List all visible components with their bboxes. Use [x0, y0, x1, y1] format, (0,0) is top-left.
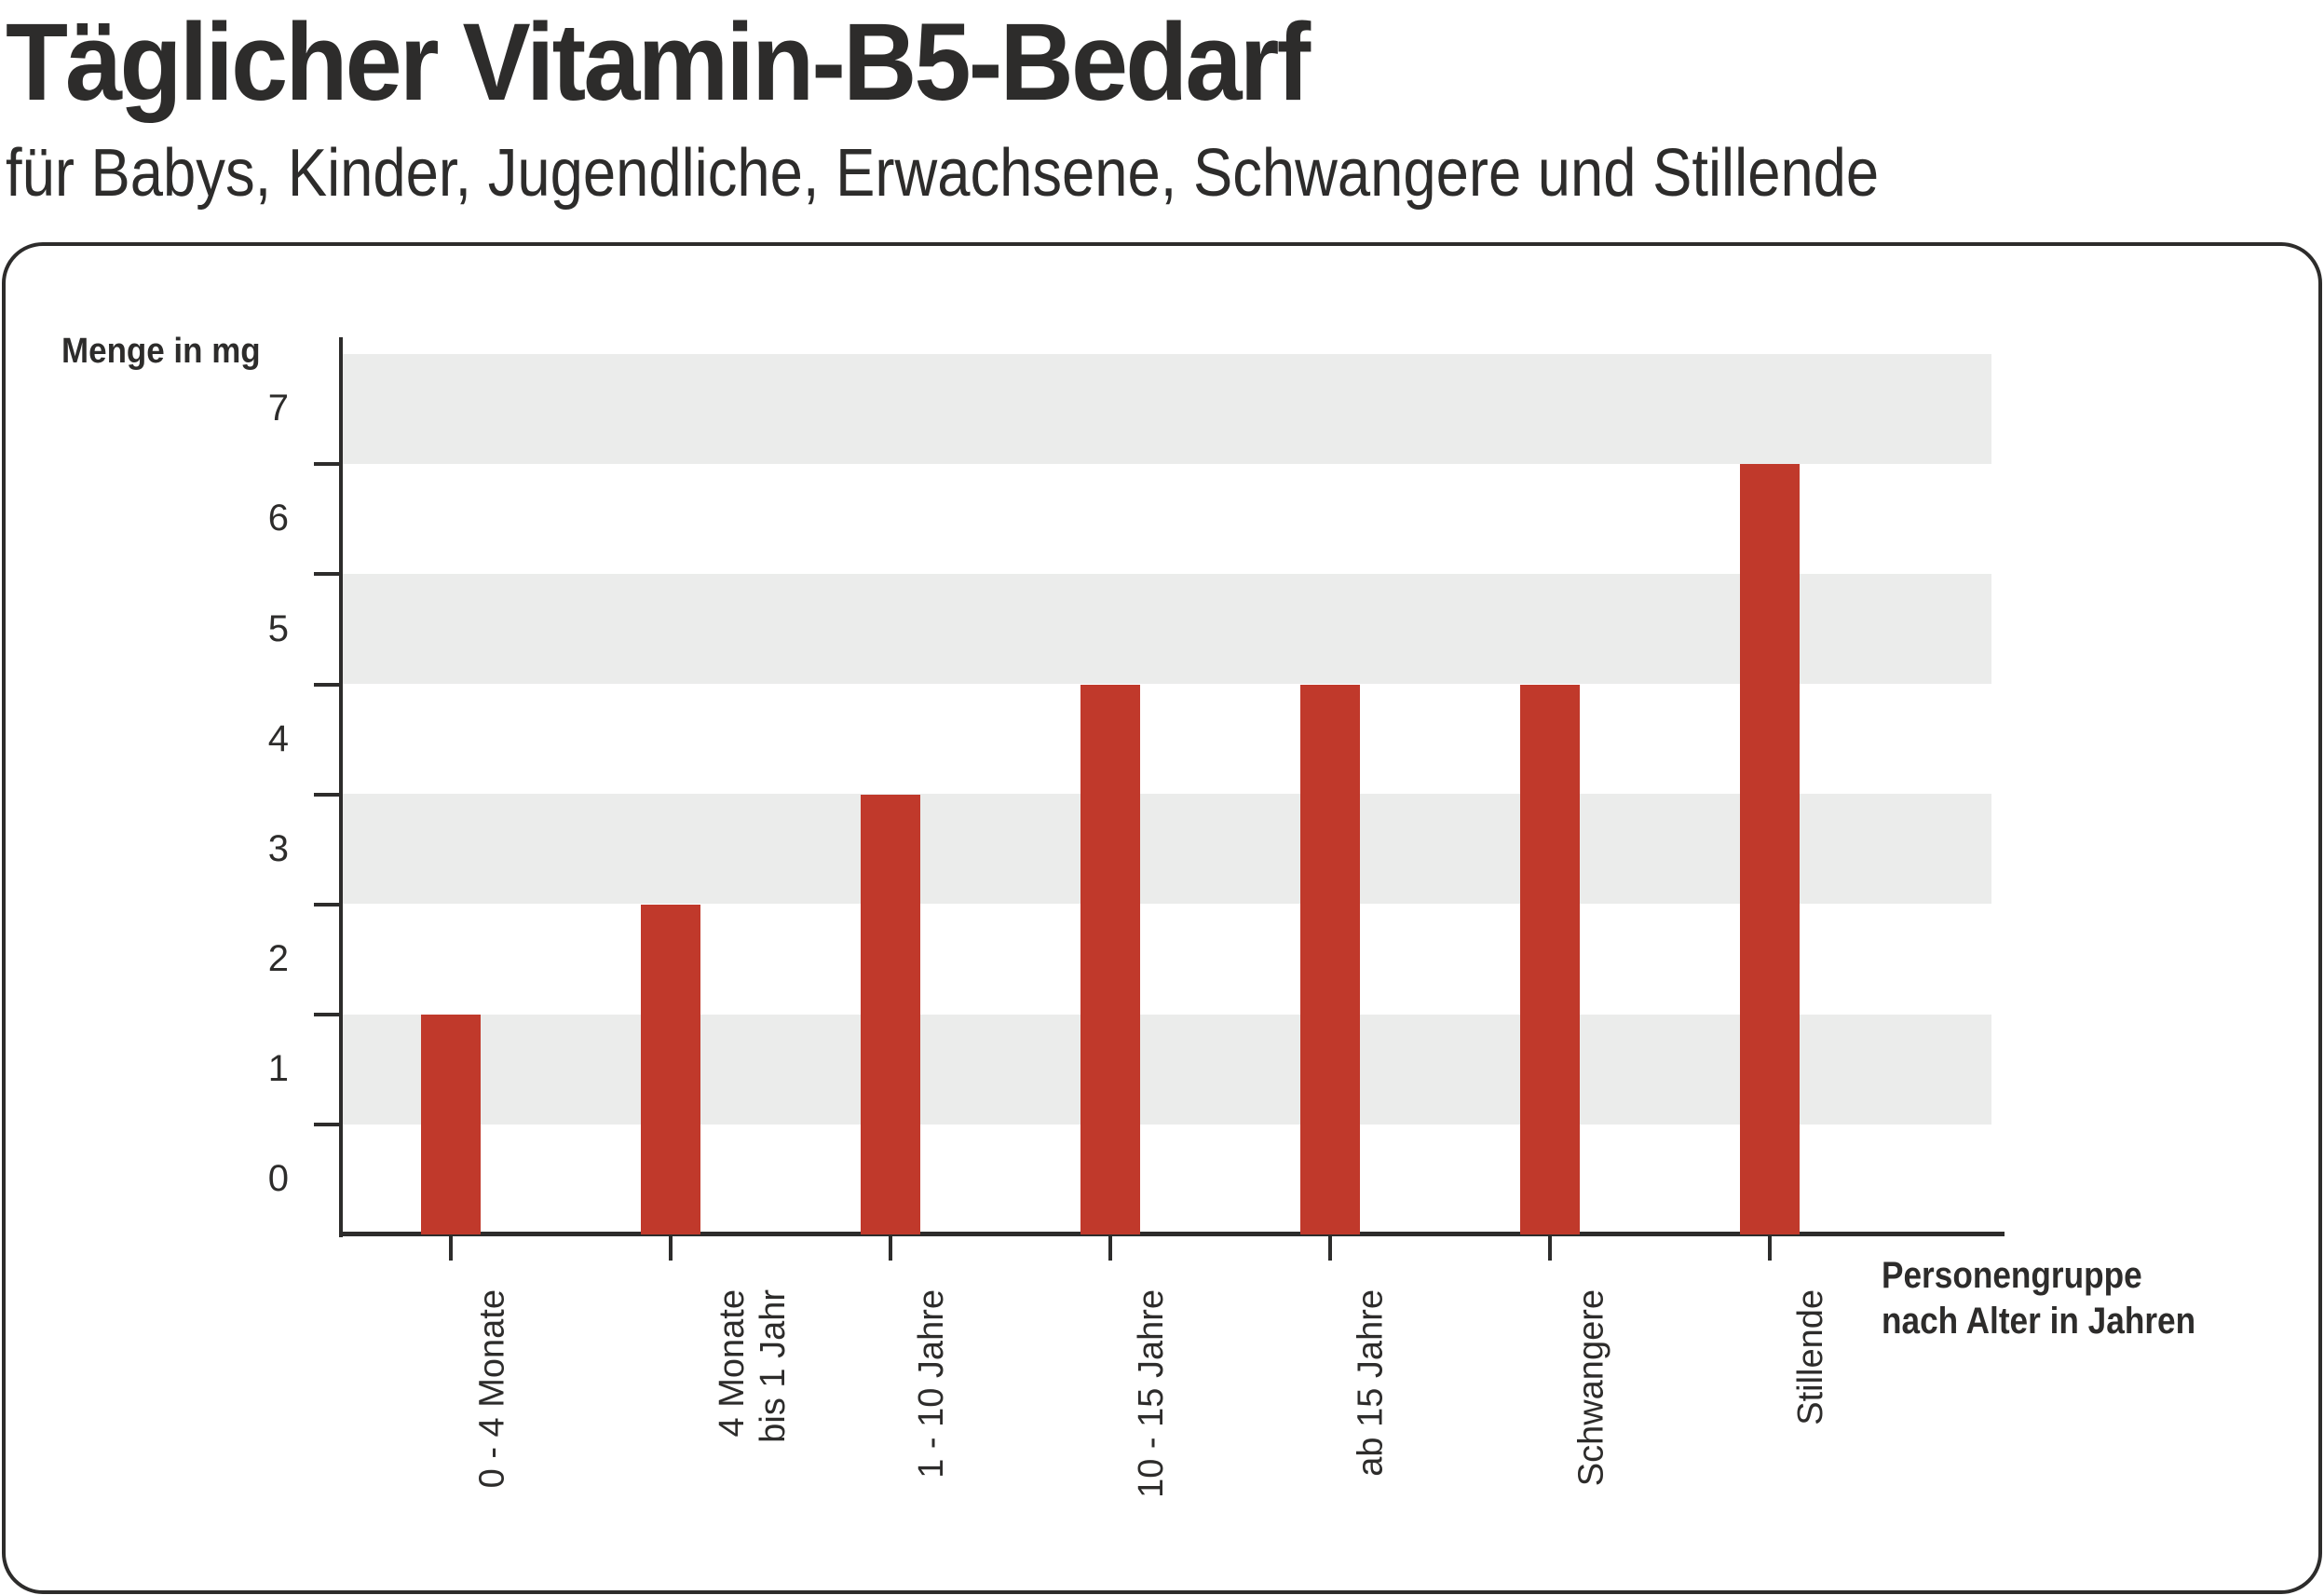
y-axis-label: Menge in mg: [61, 332, 261, 371]
y-tick: [314, 902, 341, 907]
y-tick-label: 2: [267, 937, 289, 979]
x-category-text: 0 - 4 Monate: [472, 1289, 511, 1489]
chart-subtitle: für Babys, Kinder, Jugendliche, Erwachse…: [6, 136, 1880, 211]
x-axis-label-line1: Personengruppe: [1882, 1255, 2142, 1296]
x-category-text: 4 Monate bis 1 Jahr: [713, 1289, 793, 1443]
x-tick: [889, 1234, 892, 1261]
y-tick-label: 1: [267, 1047, 289, 1089]
bar: [1520, 684, 1580, 1234]
x-axis-label-line2: nach Alter in Jahren: [1882, 1301, 2196, 1342]
y-tick-label: 6: [267, 498, 289, 539]
grid-band: [343, 1015, 1991, 1125]
x-category-text: Schwangere: [1571, 1289, 1610, 1487]
bar: [1300, 684, 1360, 1234]
x-category-text: ab 15 Jahre: [1352, 1289, 1391, 1477]
chart-title: Täglicher Vitamin-B5-Bedarf: [6, 1, 1311, 124]
y-tick-label: 4: [267, 717, 289, 759]
x-category-text: Stillende: [1791, 1289, 1830, 1425]
grid-band: [343, 574, 1991, 684]
x-tick: [1548, 1234, 1552, 1261]
y-tick: [314, 572, 341, 577]
x-tick: [1768, 1234, 1772, 1261]
bar: [1740, 464, 1800, 1234]
y-tick-label: 5: [267, 607, 289, 649]
bar: [1080, 684, 1140, 1234]
y-tick: [314, 1012, 341, 1016]
chart-frame: [2, 242, 2322, 1594]
x-axis-line: [339, 1232, 2005, 1236]
x-tick: [1108, 1234, 1112, 1261]
y-tick-label: 0: [267, 1158, 289, 1199]
y-tick: [314, 1122, 341, 1126]
x-tick: [1328, 1234, 1332, 1261]
grid-band: [343, 354, 1991, 464]
grid-band: [343, 794, 1991, 904]
y-tick: [314, 792, 341, 797]
y-axis-line: [339, 337, 343, 1237]
y-tick: [314, 682, 341, 687]
y-tick: [314, 462, 341, 467]
y-tick-label: 3: [267, 827, 289, 869]
y-tick-label: 7: [267, 388, 289, 429]
x-category-text: 1 - 10 Jahre: [912, 1289, 951, 1479]
x-category-text: 10 - 15 Jahre: [1132, 1289, 1171, 1498]
bar: [421, 1014, 481, 1234]
bar: [641, 904, 700, 1234]
x-tick: [449, 1234, 453, 1261]
bar: [861, 794, 920, 1234]
x-tick: [669, 1234, 673, 1261]
x-axis-label: Personengruppe nach Alter in Jahren: [1882, 1253, 2195, 1344]
